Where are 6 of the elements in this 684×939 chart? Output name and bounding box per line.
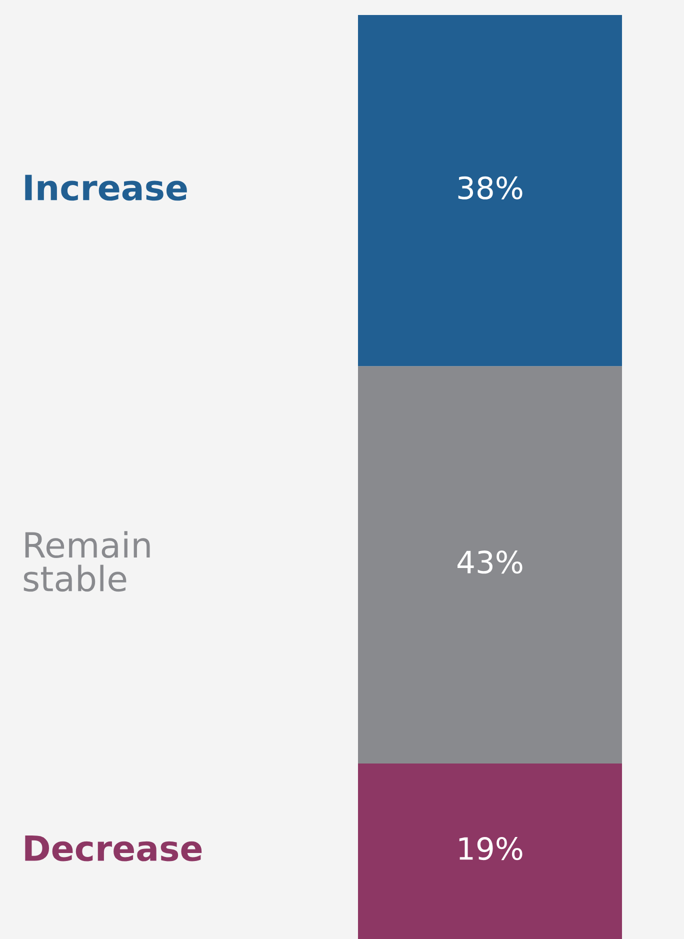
text: Decrease (25, 835, 202, 862)
data-label: 43% (458, 550, 522, 574)
text: Remain stable (24, 531, 150, 592)
data-label: 19% (459, 836, 522, 860)
text: Increase (25, 174, 187, 201)
data-label: 38% (458, 176, 522, 200)
